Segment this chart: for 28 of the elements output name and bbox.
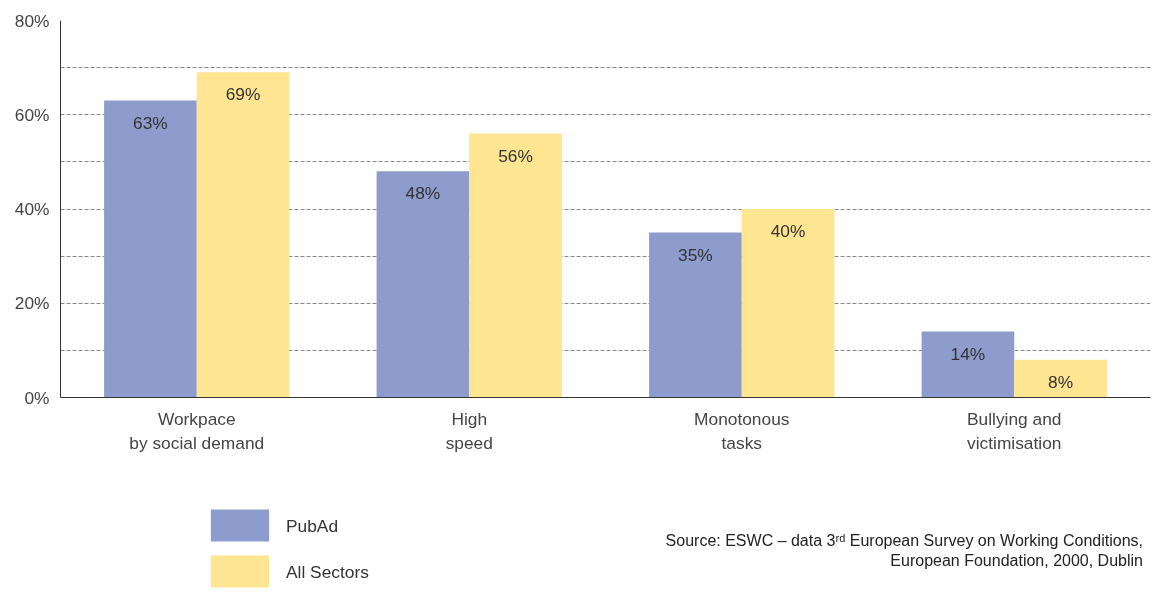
data-label: 14% <box>950 343 986 364</box>
y-tick-label: 20% <box>14 293 50 314</box>
data-label: 56% <box>498 145 533 166</box>
data-label: 69% <box>225 84 261 105</box>
bar <box>741 209 835 398</box>
y-tick-label: 60% <box>14 104 50 125</box>
bar <box>376 171 470 398</box>
data-label: 63% <box>133 112 168 133</box>
legend-label: PubAd <box>286 515 339 536</box>
x-tick-label: Bullying and victimisation <box>967 408 1062 453</box>
legend-label: All Sectors <box>286 561 370 582</box>
y-tick-label: 40% <box>14 199 50 219</box>
bar <box>649 232 742 398</box>
source-note: Source: ESWC – data 3ʳᵈ European Survey on Working Conditions, European Foundation, 2000, Dublin <box>665 531 1143 570</box>
bar <box>196 72 290 398</box>
y-tick-label: 80% <box>14 10 50 31</box>
x-tick-label: Monotonous tasks <box>694 408 790 453</box>
x-tick-label: High speed <box>445 408 493 453</box>
bar <box>104 100 197 398</box>
data-label: 40% <box>770 221 806 241</box>
data-label: 8% <box>1048 371 1074 392</box>
data-label: 35% <box>678 244 713 265</box>
bar <box>1014 359 1107 398</box>
data-label: 48% <box>405 183 441 204</box>
bar <box>921 331 1015 398</box>
y-tick-label: 0% <box>24 387 50 408</box>
bar <box>469 133 562 398</box>
x-tick-label: Workpace by social demand <box>129 408 265 453</box>
